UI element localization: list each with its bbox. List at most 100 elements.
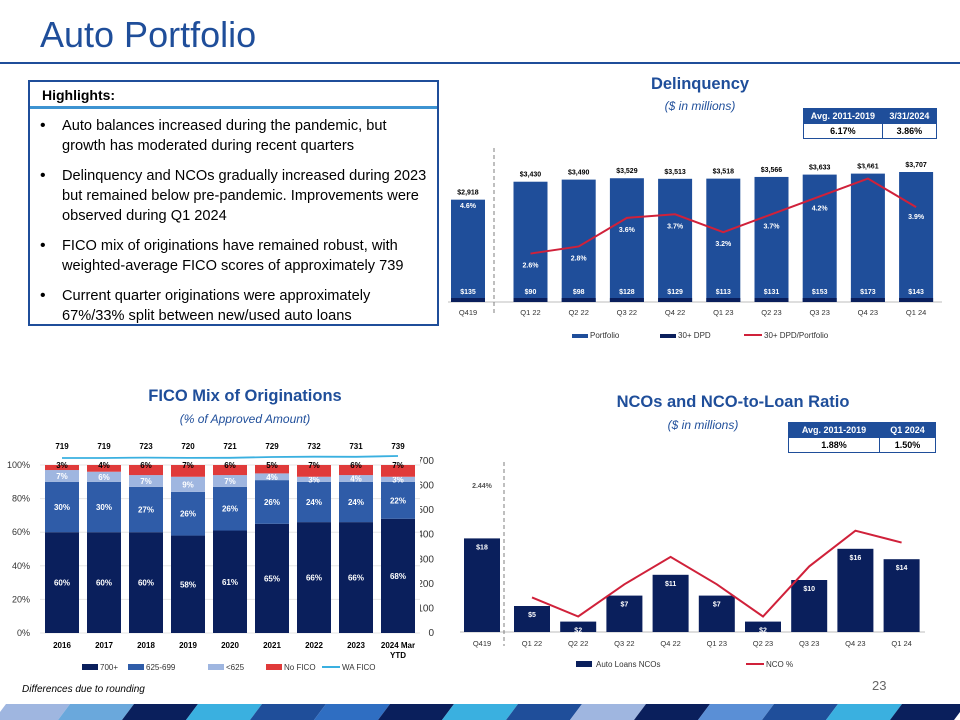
- x-tick-label: 2023: [347, 641, 365, 650]
- delinquency-title: Delinquency: [650, 75, 750, 93]
- dpd-label: $143: [908, 289, 924, 296]
- legend-ratio-label: 30+ DPD/Portfolio: [764, 331, 829, 340]
- stripe-segment: [122, 704, 198, 720]
- segment-label: 65%: [264, 574, 280, 583]
- x-tick-label: Q419: [473, 639, 491, 648]
- nco-bar: [745, 621, 781, 632]
- ratio-label: 3.6%: [619, 227, 636, 234]
- y-tick-label: 100: [420, 603, 434, 614]
- wa-fico-label: 732: [307, 442, 321, 451]
- stripe-segment: [314, 704, 390, 720]
- segment-label: 7%: [392, 461, 404, 470]
- y-tick-label: 0: [428, 628, 434, 639]
- stack-segment: [213, 486, 247, 531]
- stack-segment: [213, 465, 247, 476]
- nco-bar: [698, 595, 735, 632]
- x-tick-label: Q2 22: [568, 308, 588, 317]
- wa-fico-line: [62, 455, 399, 459]
- segment-label: 7%: [308, 461, 320, 470]
- stat-value: 1.88%: [788, 437, 880, 453]
- nco-pct-label: 1.50%: [892, 532, 913, 539]
- nco-bar: [514, 606, 550, 632]
- dpd-label: $135: [460, 289, 476, 296]
- stack-segment: [339, 465, 373, 476]
- segment-label: 61%: [222, 578, 238, 587]
- segment-label: 26%: [222, 505, 238, 514]
- stack-segment: [129, 486, 163, 533]
- portfolio-bar: [754, 176, 789, 302]
- x-tick-label: 2021: [263, 641, 281, 650]
- dpd-bar: [706, 298, 741, 302]
- bottom-stripe: [0, 704, 960, 720]
- dpd-bar: [451, 298, 485, 302]
- nco-bar: [837, 548, 874, 632]
- ratio-label: 3.7%: [764, 223, 781, 230]
- stripe-segment: [890, 704, 960, 720]
- nco-bar: [606, 595, 643, 632]
- x-tick-label: Q3 23: [809, 308, 829, 317]
- segment-label: 60%: [54, 579, 70, 588]
- portfolio-bar: [561, 179, 596, 302]
- segment-label: 22%: [390, 496, 406, 505]
- dpd-label: $98: [573, 289, 585, 296]
- portfolio-bar: [899, 172, 934, 302]
- nco-pct-line: [531, 529, 902, 618]
- stack-segment: [255, 523, 289, 633]
- stripe-segment: [186, 704, 262, 720]
- highlight-item: FICO mix of originations have remained r…: [38, 236, 428, 276]
- stack-segment: [213, 530, 247, 633]
- legend-portfolio-label: Portfolio: [590, 331, 620, 340]
- segment-label: 3%: [308, 475, 320, 484]
- nco-bar: [883, 559, 920, 632]
- ratio-label: 3.9%: [908, 214, 925, 221]
- segment-label: 24%: [306, 498, 322, 507]
- stack-segment: [87, 471, 121, 482]
- stack-segment: [171, 465, 205, 477]
- stack-segment: [87, 532, 121, 633]
- y-tick-label: 300: [420, 554, 434, 565]
- highlight-item: Auto balances increased during the pande…: [38, 116, 428, 156]
- y-tick-label: 60%: [12, 527, 30, 537]
- dpd-label: $129: [667, 289, 683, 296]
- legend-nco-swatch: [576, 661, 592, 667]
- segment-label: 27%: [138, 506, 154, 515]
- stripe-segment: [762, 704, 838, 720]
- stack-segment: [45, 532, 79, 633]
- stack-segment: [339, 481, 373, 523]
- nco-title: NCOs and NCO-to-Loan Ratio: [616, 393, 850, 411]
- segment-label: 68%: [390, 572, 406, 581]
- segment-label: 26%: [180, 510, 196, 519]
- ratio-label: 3.2%: [715, 241, 732, 248]
- legend-swatch: [266, 664, 282, 670]
- segment-label: 6%: [224, 461, 236, 470]
- stripe-segment: [826, 704, 902, 720]
- x-tick-label: Q1 24: [891, 639, 911, 648]
- nco-bar: [560, 621, 597, 632]
- dpd-label: $173: [860, 289, 876, 296]
- wa-fico-label: 720: [181, 442, 195, 451]
- nco-bar-label: $18: [476, 544, 488, 551]
- x-tick-label: 2019: [179, 641, 197, 650]
- highlight-item: Delinquency and NCOs gradually increased…: [38, 166, 428, 226]
- portfolio-bar: [451, 199, 485, 302]
- delinquency-subtitle: ($ in millions): [664, 99, 736, 113]
- stack-segment: [171, 476, 205, 492]
- highlights-list: Auto balances increased during the pande…: [38, 116, 428, 336]
- stack-segment: [87, 465, 121, 472]
- portfolio-bar: [513, 181, 548, 302]
- y-tick-label: 0%: [17, 628, 30, 638]
- x-tick-label: Q4 22: [665, 308, 685, 317]
- ratio-label: 2.6%: [523, 263, 540, 270]
- stat-header: 3/31/2024: [881, 108, 938, 124]
- nco-bar-label: $5: [528, 612, 536, 619]
- nco-bar-label: $14: [896, 565, 908, 572]
- dpd-label: $113: [716, 289, 731, 296]
- portfolio-label: $3,633: [809, 165, 831, 172]
- portfolio-label: $3,513: [664, 169, 686, 176]
- x-tick-label: 2016: [53, 641, 71, 650]
- segment-label: 7%: [224, 477, 236, 486]
- segment-label: 4%: [266, 473, 278, 482]
- segment-label: 30%: [54, 503, 70, 512]
- y-tick-label: 80%: [12, 494, 30, 504]
- fico-chart: 0% 20% 40% 60% 80% 100% 60% 30% 7% 3% 719 2016 60% 30…: [7, 442, 420, 672]
